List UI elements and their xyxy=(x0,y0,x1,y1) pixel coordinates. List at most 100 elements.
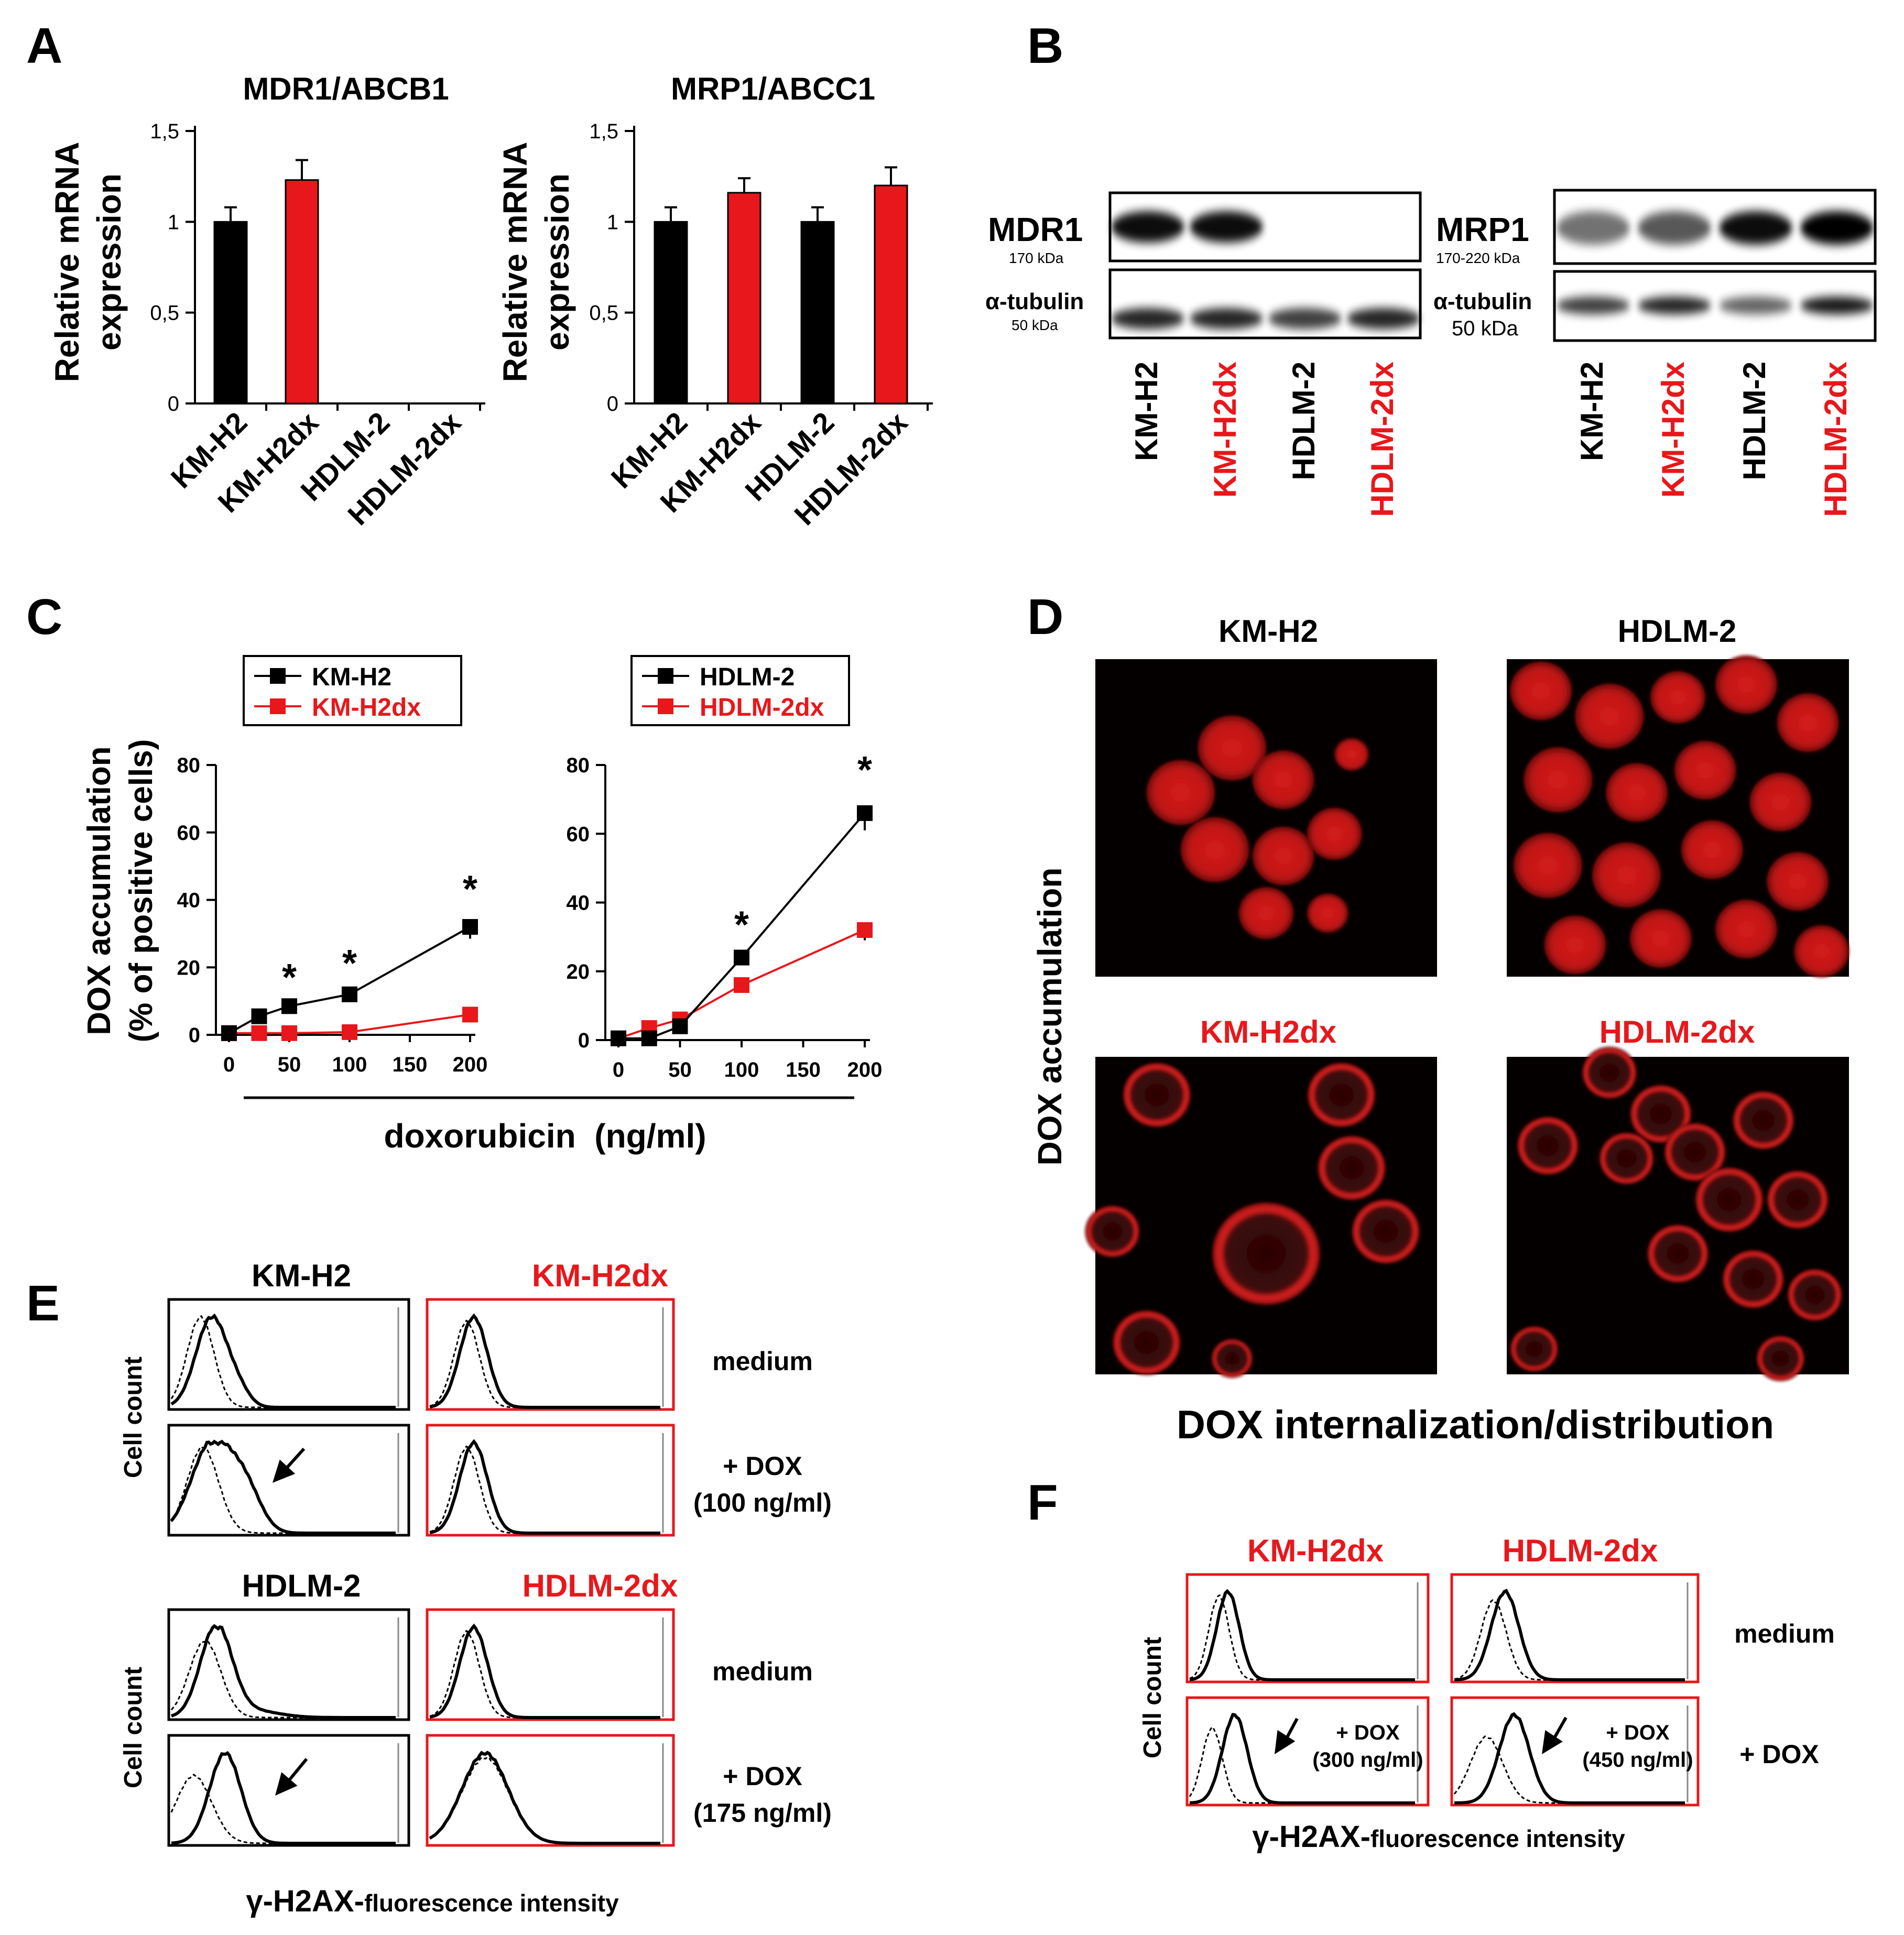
histogram xyxy=(426,1424,675,1537)
lane-label: KM-H2 xyxy=(1129,362,1164,461)
tubulin-band xyxy=(1347,308,1420,329)
panel-f: KM-H2dx HDLM-2dx Cell count + DOX (300 ng/ml… xyxy=(1139,1533,1835,1854)
legend-label: KM-H2 xyxy=(312,663,391,691)
legend-marker xyxy=(658,698,673,714)
data-point xyxy=(342,1024,357,1040)
histogram-frame xyxy=(426,1734,675,1847)
bar xyxy=(213,221,248,405)
inset-label: (450 ng/ml) xyxy=(1582,1748,1693,1772)
cell xyxy=(1575,684,1644,749)
histogram xyxy=(1185,1696,1430,1807)
y-tick-label: 0 xyxy=(578,1029,590,1052)
inset-label: + DOX xyxy=(1606,1721,1669,1744)
cell xyxy=(1514,833,1582,898)
bar xyxy=(800,221,835,405)
cell xyxy=(1544,915,1606,975)
tubulin-band xyxy=(1557,297,1630,314)
cell xyxy=(1211,1339,1253,1378)
arrow-head xyxy=(1542,1730,1563,1754)
cell xyxy=(1352,1199,1420,1264)
histogram-frame xyxy=(167,1608,410,1721)
lane-label: KM-H2 xyxy=(1574,362,1609,461)
y-tick-label: 80 xyxy=(177,754,201,777)
x-axis-label-sub: fluorescence intensity xyxy=(1370,1825,1625,1852)
data-point xyxy=(611,1030,626,1046)
protein-band xyxy=(1190,211,1263,243)
treated-histogram xyxy=(170,1439,396,1535)
protein-band xyxy=(1800,211,1874,245)
treated-histogram xyxy=(170,1624,396,1719)
y-axis-label: Cell count xyxy=(119,1667,147,1788)
data-point xyxy=(641,1030,657,1046)
x-tick-label: 0 xyxy=(613,1058,624,1081)
histogram xyxy=(1450,1696,1700,1807)
y-axis-label-line2: expression xyxy=(90,173,128,351)
y-tick-label: 40 xyxy=(177,889,201,912)
data-point xyxy=(342,986,357,1002)
y-axis-label-line2: expression xyxy=(538,173,576,351)
bar xyxy=(727,192,761,405)
protein-band xyxy=(1638,211,1711,245)
data-point xyxy=(857,805,873,821)
cell xyxy=(1123,1062,1191,1128)
treated-histogram xyxy=(1189,1713,1415,1805)
cell xyxy=(1238,887,1294,939)
cell xyxy=(1198,715,1266,781)
x-tick-label: 150 xyxy=(786,1058,821,1081)
inset-label: (300 ng/ml) xyxy=(1312,1748,1423,1772)
hdlm-2-dox-accumulation-chart: 0 20 40 60 80 0 50 100 150 200 * * HDLM-2 HDLM-2dx xyxy=(567,655,882,1081)
row-label: + DOX xyxy=(723,1762,802,1791)
lane-labels: KM-H2 KM-H2dx HDLM-2 HDLM-2dx xyxy=(1129,362,1400,517)
x-tick-label: 200 xyxy=(453,1053,488,1076)
histogram-frame xyxy=(1185,1696,1430,1807)
histogram xyxy=(426,1608,675,1721)
data-point xyxy=(281,1025,297,1041)
cell xyxy=(1307,893,1348,933)
y-tick-label: 1,5 xyxy=(589,120,618,143)
cell xyxy=(1592,843,1661,908)
panel-d: DOX accumulation KM-H2 HDLM-2 KM-H2dx HDLM-… xyxy=(1031,614,1849,1447)
x-axis-label: doxorubicin (ng/ml) xyxy=(384,1117,706,1155)
cell xyxy=(1650,671,1705,724)
cell xyxy=(1787,1269,1842,1321)
histogram-frame xyxy=(1450,1696,1700,1807)
lane-label: HDLM-2 xyxy=(1286,362,1321,480)
cell xyxy=(1664,1122,1726,1182)
column-title: HDLM-2 xyxy=(242,1568,361,1603)
treated-histogram xyxy=(1189,1589,1415,1681)
histogram-frame xyxy=(1450,1573,1700,1683)
cell xyxy=(1181,817,1249,882)
column-title: KM-H2 xyxy=(252,1258,351,1293)
micrograph-image xyxy=(1507,655,1849,978)
row-label: (100 ng/ml) xyxy=(693,1488,832,1517)
data-point xyxy=(462,919,478,935)
y-tick-label: 20 xyxy=(567,960,590,983)
y-axis-label: Cell count xyxy=(1139,1637,1167,1758)
micrograph-grid: KM-H2 HDLM-2 KM-H2dx HDLM-2dx xyxy=(1085,614,1849,1382)
micrograph-image xyxy=(1085,1057,1437,1378)
legend-label: KM-H2dx xyxy=(312,694,421,721)
cell xyxy=(1722,1250,1784,1309)
legend-marker xyxy=(658,668,673,684)
treated-histogram xyxy=(429,1751,660,1845)
y-axis-label: DOX accumulation xyxy=(81,746,117,1035)
micrograph-image xyxy=(1507,1046,1849,1382)
mdr1-western-blot: MDR1 170 kDa α-tubulin 50 kDa KM-H2 KM-H2… xyxy=(985,191,1422,517)
protein-kda: 170 kDa xyxy=(1009,250,1064,266)
y-axis-label: Cell count xyxy=(119,1357,147,1478)
data-point xyxy=(251,1025,267,1041)
chart-title: MDR1/ABCB1 xyxy=(243,71,449,106)
y-tick-label: 1,5 xyxy=(150,120,179,143)
row-label: medium xyxy=(1734,1619,1835,1648)
panel-c: DOX accumulation (% of positive cells) 0… xyxy=(81,655,882,1155)
significance-marker: * xyxy=(857,749,872,791)
row-label: + DOX xyxy=(1739,1740,1819,1769)
lane-label: KM-H2dx xyxy=(1656,362,1691,498)
y-tick-label: 40 xyxy=(567,892,590,915)
data-point xyxy=(221,1025,237,1041)
lane-label: HDLM-2dx xyxy=(1365,362,1400,517)
x-axis-label: γ-H2AX-fluorescence intensity xyxy=(246,1884,619,1918)
cell xyxy=(1630,1085,1692,1143)
lane-label: HDLM-2dx xyxy=(1818,362,1853,517)
